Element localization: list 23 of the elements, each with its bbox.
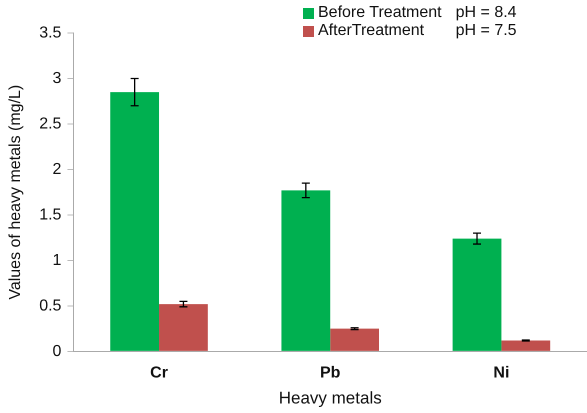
x-tick-label: Pb <box>320 364 341 382</box>
bar <box>159 304 208 351</box>
legend-label: AfterTreatment <box>317 22 426 40</box>
y-tick-label: 1.5 <box>39 206 62 224</box>
y-tick-label: 1 <box>52 252 62 269</box>
y-axis-title: Values of heavy metals (mg/L) <box>7 84 24 300</box>
legend-label: Before Treatment <box>317 4 442 22</box>
y-tick-label: 0 <box>52 342 62 360</box>
y-tick-label: 3.5 <box>39 24 62 42</box>
bar <box>501 340 550 351</box>
bar <box>281 190 330 351</box>
y-tick-label: 3 <box>52 70 62 87</box>
x-tick-label: Cr <box>150 364 168 382</box>
y-tick-label: 2 <box>52 160 62 178</box>
x-tick-label: Ni <box>493 364 510 382</box>
text: pH = 8.4 <box>456 4 517 22</box>
y-tick-label: 2.5 <box>39 115 62 132</box>
bar <box>452 238 502 351</box>
x-axis-title: Heavy metals <box>278 388 382 408</box>
bar <box>330 328 380 351</box>
y-tick-label: 0.5 <box>39 297 62 314</box>
annotation: pH = 7.5 <box>456 22 517 40</box>
bar <box>110 92 160 351</box>
